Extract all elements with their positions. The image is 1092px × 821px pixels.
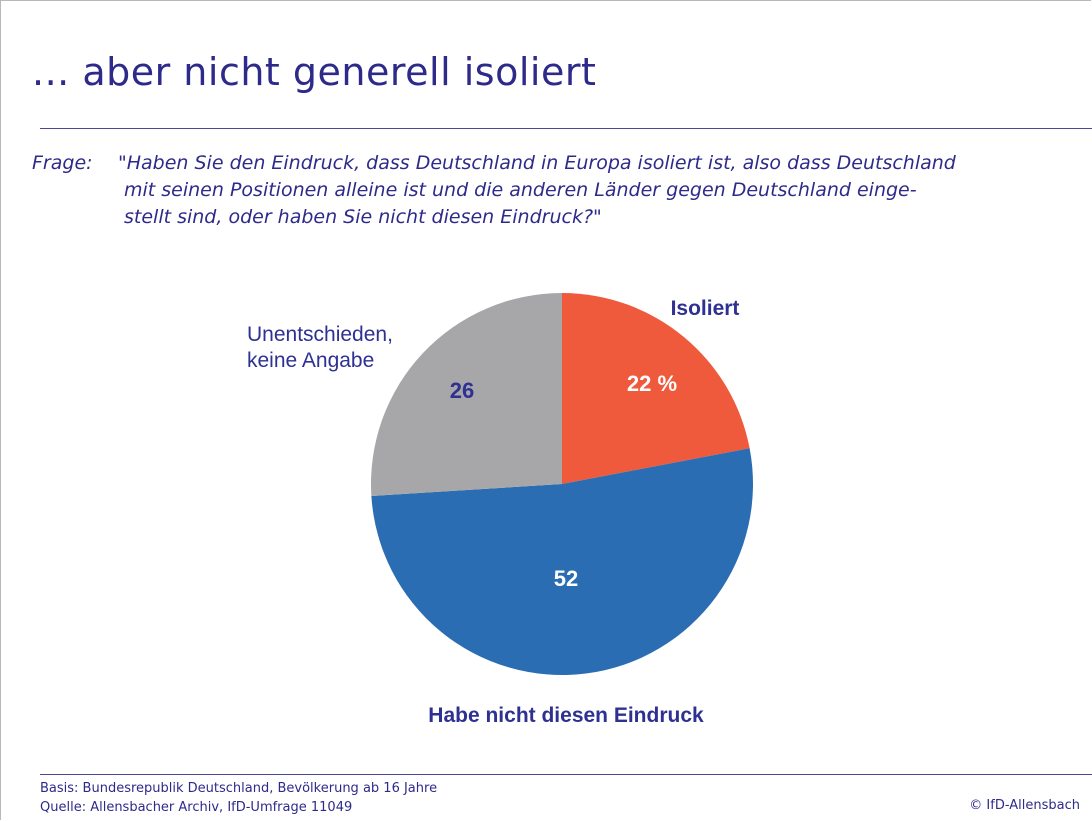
value-label-isoliert: 22 % [627, 371, 677, 396]
copyright: © IfD-Allensbach [969, 798, 1080, 813]
footer-divider [40, 774, 1092, 775]
title-divider [40, 128, 1092, 129]
question-label: Frage: [32, 152, 93, 174]
value-label-nicht-isoliert: 52 [554, 566, 578, 591]
question-text: "Haben Sie den Eindruck, dass Deutschlan… [118, 150, 1068, 231]
slice-label-isoliert: Isoliert [671, 297, 740, 320]
slice-nicht-isoliert [371, 448, 753, 675]
slide-title: ... aber nicht generell isoliert [32, 50, 597, 94]
slice-isoliert [562, 293, 750, 484]
question-line: mit seinen Positionen alleine ist und di… [124, 179, 917, 201]
footer: Basis: Bundesrepublik Deutschland, Bevöl… [40, 779, 437, 817]
footer-source: Quelle: Allensbacher Archiv, IfD-Umfrage… [40, 800, 353, 815]
slice-label-unentschieden-line2: keine Angabe [247, 349, 374, 372]
pie-slices [371, 293, 753, 675]
value-label-unentschieden: 26 [450, 378, 474, 403]
slice-unentschieden [371, 293, 562, 496]
slice-label-unentschieden-line1: Unentschieden, [247, 323, 393, 346]
question-line: "Haben Sie den Eindruck, dass Deutschlan… [118, 152, 956, 174]
footer-basis: Basis: Bundesrepublik Deutschland, Bevöl… [40, 781, 438, 796]
question-line: stellt sind, oder haben Sie nicht diesen… [124, 206, 602, 228]
slice-label-nicht-isoliert: Habe nicht diesen Eindruck [428, 704, 704, 727]
